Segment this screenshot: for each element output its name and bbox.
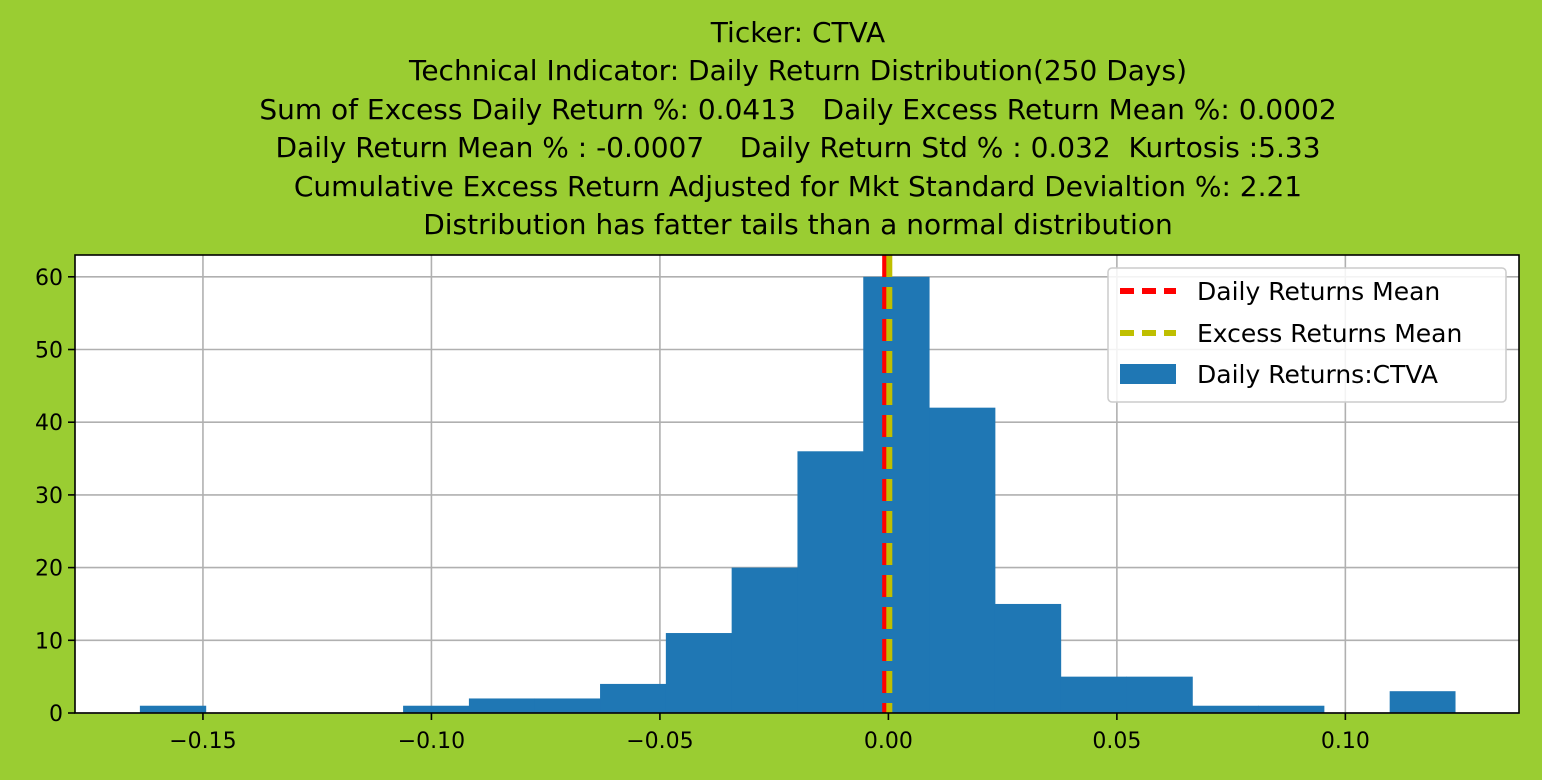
histogram-bar [797,451,864,713]
title-line-ticker: Ticker: CTVA [710,16,886,49]
y-axis: 0 10 20 30 40 50 60 [35,266,75,727]
title-line-return-stats: Daily Return Mean % : -0.0007 Daily Retu… [275,131,1321,165]
histogram-bar [534,698,601,713]
y-tick-label: 0 [49,702,63,727]
histogram-bar [600,683,667,713]
histogram-bar [665,633,733,713]
x-tick-label: 0.05 [1092,729,1141,754]
histogram-bar [468,698,535,713]
histogram-bar [1258,705,1325,713]
y-tick-label: 30 [35,484,63,509]
y-tick-label: 40 [35,411,63,436]
histogram-bar [994,603,1062,713]
legend-excess-mean-label: Excess Returns Mean [1197,319,1462,348]
title-line-excess-stats: Sum of Excess Daily Return %: 0.0413 Dai… [259,92,1337,126]
histogram-bar [403,705,470,713]
plot-frame [74,254,1520,714]
legend-daily-mean-label: Daily Returns Mean [1197,277,1440,306]
histogram-bar [139,705,207,713]
histogram-bar [1192,705,1259,713]
y-tick-label: 10 [35,629,63,654]
mean-lines [882,255,893,713]
title-line-cumulative: Cumulative Excess Return Adjusted for Mk… [293,169,1303,203]
legend-bars-swatch [1120,364,1176,384]
title-line-indicator: Technical Indicator: Daily Return Distri… [408,54,1188,88]
legend-box [1107,267,1507,403]
x-tick-label: 0.10 [1321,729,1370,754]
legend: Daily Returns Mean Excess Returns Mean D… [1107,267,1507,403]
histogram-bar [1126,676,1193,713]
x-tick-label: 0.00 [864,729,913,754]
title-line-distribution-note: Distribution has fatter tails than a nor… [423,208,1173,242]
histogram-bar [1060,676,1127,713]
histogram-bars [139,276,1456,713]
histogram-bar [929,407,996,713]
y-tick-label: 20 [35,557,63,582]
x-axis: −0.15 −0.10 −0.05 0.00 0.05 0.10 [169,713,1370,754]
y-tick-label: 50 [35,339,63,364]
x-tick-label: −0.10 [398,729,465,754]
y-tick-label: 60 [35,266,63,291]
x-tick-label: −0.05 [626,729,693,754]
histogram-bar [1389,691,1456,713]
legend-bars-label: Daily Returns:CTVA [1197,360,1438,389]
x-tick-label: −0.15 [169,729,236,754]
histogram-bar [863,276,930,713]
histogram-bar [731,567,798,713]
chart-title: Ticker: CTVA Technical Indicator: Daily … [0,14,1542,244]
